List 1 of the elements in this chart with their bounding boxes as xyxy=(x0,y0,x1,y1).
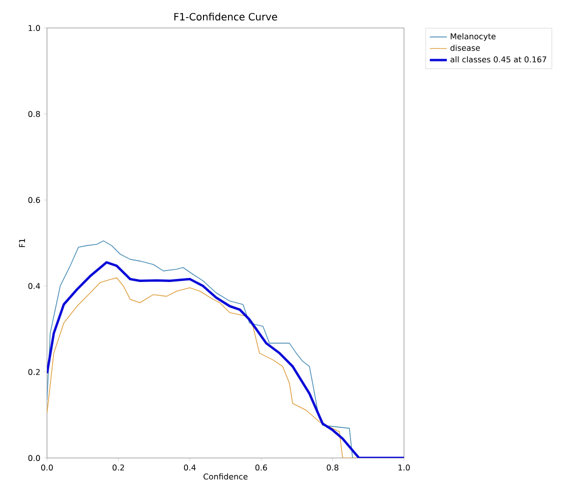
chart-title: F1-Confidence Curve xyxy=(174,12,278,20)
